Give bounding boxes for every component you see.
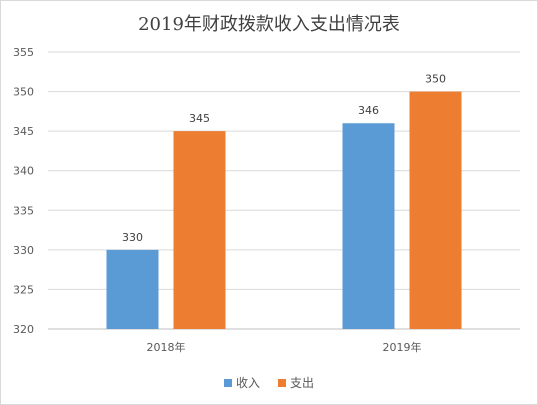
chart-title: 2019年财政拨款收入支出情况表 xyxy=(138,14,400,35)
legend-swatch-income xyxy=(223,378,232,387)
bar-income xyxy=(106,249,159,329)
y-tick-label: 320 xyxy=(13,323,34,336)
x-tick-label: 2018年 xyxy=(147,340,186,354)
legend-swatch-expense xyxy=(278,378,286,387)
data-label: 345 xyxy=(189,112,210,125)
legend: 收入 支出 xyxy=(0,374,538,391)
y-tick-label: 350 xyxy=(13,86,34,99)
y-tick-label: 330 xyxy=(13,244,34,257)
bar-expense xyxy=(409,91,462,329)
y-tick-label: 340 xyxy=(13,165,34,178)
y-tick-label: 335 xyxy=(13,204,34,217)
y-tick-label: 355 xyxy=(13,46,34,59)
y-tick-label: 325 xyxy=(13,283,34,296)
legend-label-income: 收入 xyxy=(235,376,260,390)
data-label: 330 xyxy=(122,231,143,244)
bar-income xyxy=(342,123,395,329)
legend-item-income: 收入 xyxy=(223,374,260,391)
x-tick-label: 2019年 xyxy=(383,340,422,354)
bar-expense xyxy=(173,131,226,329)
y-tick-label: 345 xyxy=(13,125,34,138)
legend-label-expense: 支出 xyxy=(290,376,315,390)
data-label: 346 xyxy=(358,104,379,117)
data-label: 350 xyxy=(425,73,446,86)
legend-item-expense: 支出 xyxy=(278,374,314,391)
